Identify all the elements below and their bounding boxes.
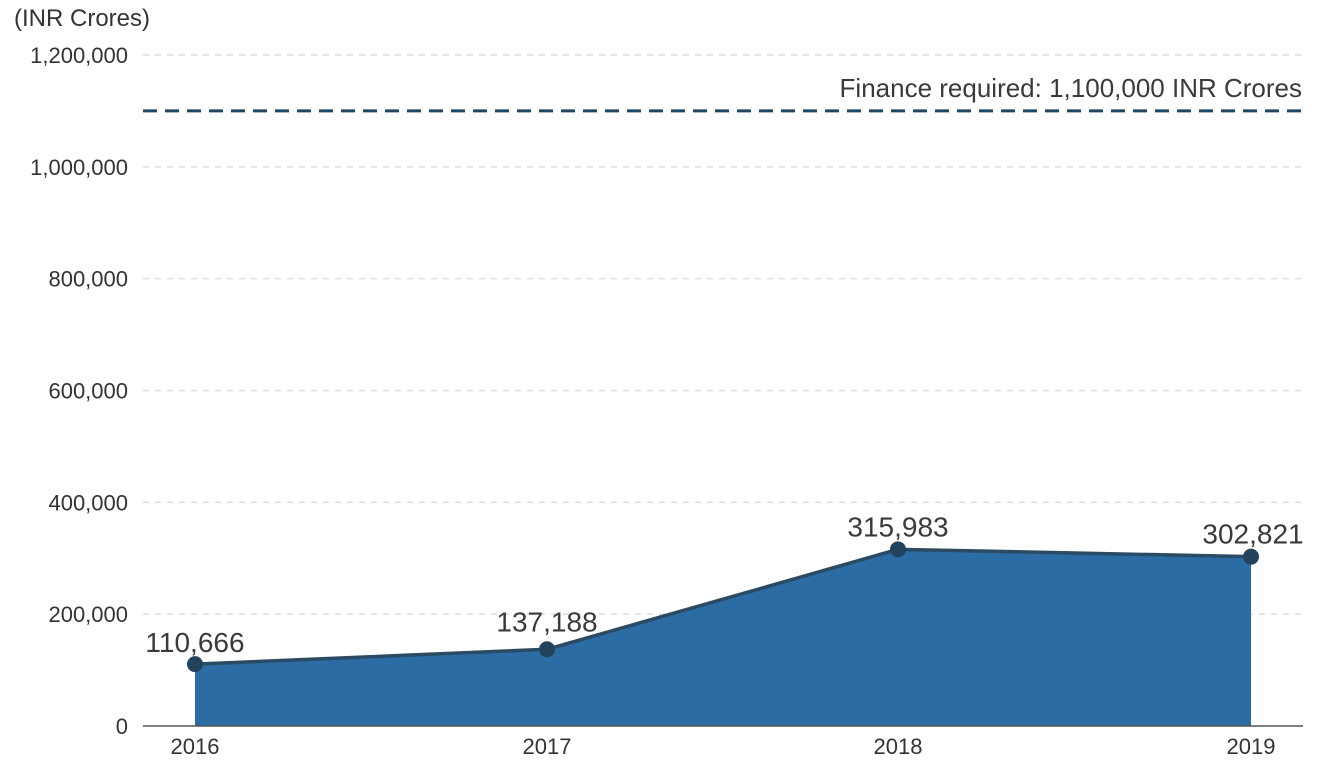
x-tick-label: 2017 [523, 734, 572, 759]
y-tick-label: 1,200,000 [30, 43, 128, 68]
data-label: 315,983 [847, 511, 948, 542]
x-tick-label: 2019 [1227, 734, 1276, 759]
data-labels: 110,666 137,188 315,983 302,821 [145, 511, 1303, 658]
y-tick-label: 400,000 [48, 490, 128, 515]
reference-line-group: Finance required: 1,100,000 INR Crores [143, 73, 1303, 113]
data-label: 110,666 [145, 627, 244, 658]
data-label: 137,188 [496, 606, 597, 637]
reference-line-label: Finance required: 1,100,000 INR Crores [840, 73, 1302, 103]
data-point [187, 656, 203, 673]
data-point [890, 541, 906, 558]
y-tick-label: 1,000,000 [30, 155, 128, 180]
series-line [194, 547, 1252, 666]
y-tick-label: 600,000 [48, 379, 128, 404]
x-axis-tick-labels: 2016 2017 2018 2019 [171, 734, 1276, 759]
x-tick-label: 2018 [874, 734, 923, 759]
data-markers [187, 541, 1259, 673]
gridlines [143, 54, 1303, 615]
y-axis-tick-labels: 0 200,000 400,000 600,000 800,000 1,000,000 1,… [30, 43, 128, 739]
y-tick-label: 200,000 [48, 602, 128, 627]
x-tick-label: 2016 [171, 734, 220, 759]
series-area [194, 547, 1252, 726]
data-point [1243, 548, 1259, 565]
y-unit-label: (INR Crores) [14, 5, 150, 32]
data-point [539, 641, 555, 658]
data-label: 302,821 [1202, 519, 1303, 550]
y-tick-label: 0 [116, 714, 128, 739]
y-tick-label: 800,000 [48, 267, 128, 292]
series-area-fill [195, 549, 1251, 726]
